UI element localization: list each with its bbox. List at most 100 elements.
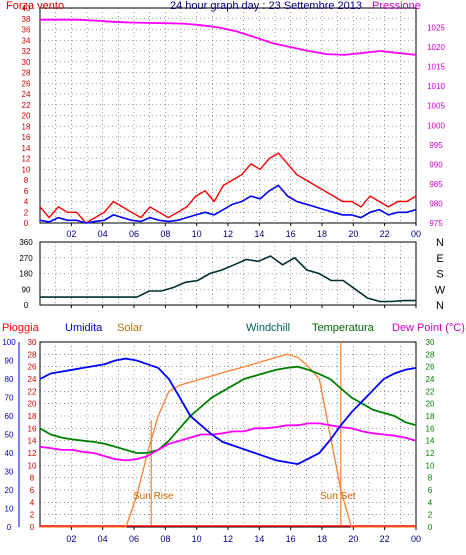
- dewpoint-series: [39, 422, 417, 462]
- legend-dewpoint: Dew Point (°C): [392, 322, 465, 334]
- humidity-tick-label: 60: [5, 412, 14, 421]
- wind-tick-label: 18: [22, 122, 31, 131]
- x-tick-label: 06: [129, 534, 139, 544]
- pressure-tick-label: 1025: [427, 24, 445, 33]
- temp-right-tick-label: 26: [426, 363, 435, 372]
- wind-tick-label: 14: [22, 144, 31, 153]
- compass-letter: E: [436, 253, 443, 265]
- compass-letter: N: [436, 300, 444, 312]
- wind-tick-label: 28: [22, 69, 31, 78]
- humidity-tick-label: 40: [5, 449, 14, 458]
- temp-right-tick-label: 24: [426, 375, 435, 384]
- temp-tick-label: 28: [28, 350, 37, 359]
- x-tick-label: 02: [66, 534, 76, 544]
- chart-title: 24 hour graph day : 23 Settembre 2013: [170, 0, 362, 12]
- wind-tick-label: 30: [22, 58, 31, 67]
- temp-right-tick-label: 20: [426, 400, 435, 409]
- x-tick-label: 10: [192, 229, 202, 239]
- legend-temperature: Temperatura: [312, 322, 375, 334]
- humidity-tick-label: 100: [2, 338, 16, 347]
- x-tick-label: 04: [98, 534, 108, 544]
- temp-tick-label: 12: [28, 449, 37, 458]
- temp-right-tick-label: 16: [426, 424, 435, 433]
- wind-tick-label: 24: [22, 90, 31, 99]
- wind-tick-label: 20: [22, 112, 31, 121]
- temp-tick-label: 16: [28, 424, 37, 433]
- legend-rain: Pioggia: [2, 322, 40, 334]
- wind-tick-label: 8: [24, 176, 29, 185]
- x-tick-label: 00: [411, 534, 421, 544]
- pressure-tick-label: 1000: [427, 121, 445, 130]
- pressure-tick-label: 975: [429, 219, 443, 228]
- temp-right-tick-label: 18: [426, 412, 435, 421]
- temp-right-tick-label: 8: [428, 474, 433, 483]
- temp-tick-label: 6: [30, 486, 35, 495]
- temp-tick-label: 22: [28, 387, 37, 396]
- sunrise-annotation: Sun Rise: [133, 491, 174, 502]
- direction-tick-label: 180: [19, 270, 33, 279]
- temp-tick-label: 14: [28, 437, 37, 446]
- pressure-tick-label: 1010: [427, 82, 445, 91]
- humidity-tick-label: 20: [5, 486, 14, 495]
- wind-tick-label: 4: [24, 198, 29, 207]
- wind-tick-label: 38: [22, 15, 31, 24]
- x-tick-label: 16: [286, 229, 296, 239]
- x-tick-label: 02: [66, 229, 76, 239]
- temp-right-tick-label: 4: [428, 498, 433, 507]
- humidity-tick-label: 80: [5, 375, 14, 384]
- wind-gust-series: [39, 152, 417, 224]
- humidity-tick-label: 50: [5, 431, 14, 440]
- direction-tick-label: 90: [22, 285, 31, 294]
- direction-tick-label: 360: [19, 238, 33, 247]
- wind-tick-label: 12: [22, 155, 31, 164]
- temp-right-tick-label: 28: [426, 350, 435, 359]
- x-tick-label: 18: [317, 229, 327, 239]
- temp-tick-label: 10: [28, 461, 37, 470]
- humidity-tick-label: 90: [5, 357, 14, 366]
- x-tick-label: 18: [317, 534, 327, 544]
- humidity-tick-label: 10: [5, 505, 14, 514]
- compass-letter: N: [436, 237, 444, 249]
- temp-tick-label: 8: [30, 474, 35, 483]
- x-tick-label: 22: [380, 534, 390, 544]
- pressure-tick-label: 980: [429, 199, 443, 208]
- temp-right-tick-label: 10: [426, 461, 435, 470]
- wind-speed-series: [39, 184, 417, 224]
- temp-right-tick-label: 6: [428, 486, 433, 495]
- wind-direction-series: [40, 255, 416, 303]
- x-tick-label: 08: [160, 229, 170, 239]
- temp-tick-label: 2: [30, 511, 35, 520]
- x-tick-label: 08: [160, 534, 170, 544]
- humidity-series: [39, 357, 417, 466]
- temp-right-tick-label: 14: [426, 437, 435, 446]
- temp-right-tick-label: 0: [428, 523, 433, 532]
- x-tick-label: 14: [254, 229, 264, 239]
- x-tick-label: 00: [411, 229, 421, 239]
- temperature-series: [39, 365, 417, 454]
- temp-tick-label: 4: [30, 498, 35, 507]
- wind-tick-label: 0: [24, 219, 29, 228]
- wind-tick-label: 22: [22, 101, 31, 110]
- pressure-tick-label: 995: [429, 141, 443, 150]
- pressure-series: [40, 18, 417, 56]
- compass-letter: W: [435, 284, 446, 296]
- pressure-tick-label: 1005: [427, 102, 445, 111]
- temp-right-tick-label: 22: [426, 387, 435, 396]
- x-tick-label: 06: [129, 229, 139, 239]
- pressure-tick-label: 990: [429, 160, 443, 169]
- humidity-tick-label: 70: [5, 394, 14, 403]
- temp-tick-label: 26: [28, 363, 37, 372]
- temp-right-tick-label: 30: [426, 338, 435, 347]
- wind-tick-label: 2: [24, 208, 29, 217]
- humidity-tick-label: 30: [5, 468, 14, 477]
- temp-tick-label: 20: [28, 400, 37, 409]
- pressure-axis-label: Pressione: [372, 0, 421, 12]
- legend-windchill: Windchill: [246, 322, 290, 334]
- wind-tick-label: 36: [22, 26, 31, 35]
- x-tick-label: 12: [223, 229, 233, 239]
- wind-tick-label: 16: [22, 133, 31, 142]
- pressure-tick-label: 1015: [427, 63, 445, 72]
- wind-tick-label: 34: [22, 36, 31, 45]
- x-tick-label: 20: [348, 229, 358, 239]
